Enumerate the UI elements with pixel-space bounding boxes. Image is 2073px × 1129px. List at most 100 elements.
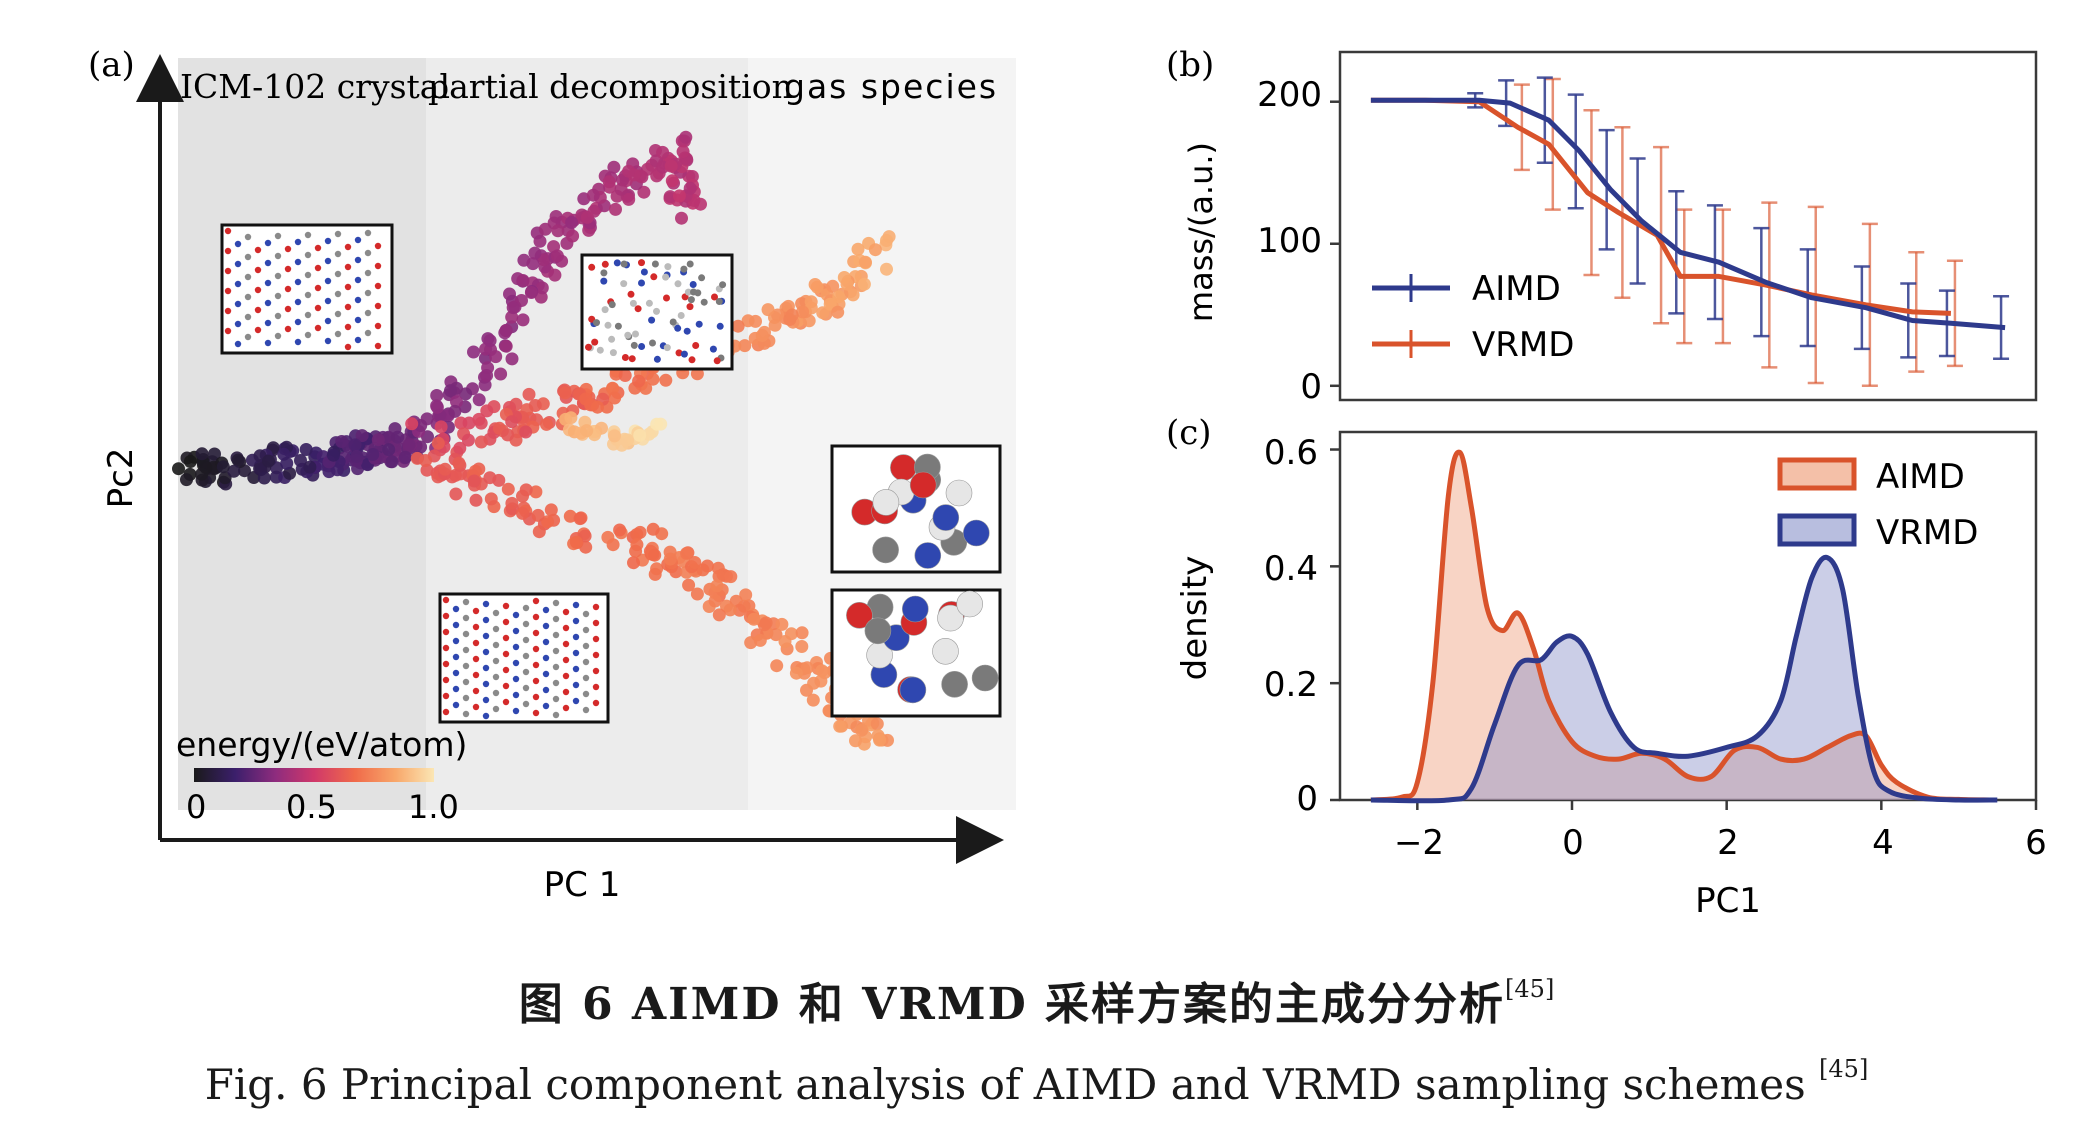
atom	[872, 489, 900, 516]
scatter-point	[551, 224, 565, 238]
scatter-point	[489, 350, 503, 364]
atom	[462, 614, 470, 622]
atom	[254, 286, 262, 294]
scatter-point	[569, 535, 583, 549]
atom	[512, 707, 520, 715]
atom	[588, 263, 596, 271]
scatter-point	[646, 522, 660, 536]
atom	[482, 712, 490, 720]
scatter-point	[637, 185, 651, 199]
inset-gas-bottom	[830, 588, 1002, 718]
scatter-point	[516, 506, 529, 520]
scatter-point	[710, 579, 724, 593]
atom	[324, 237, 332, 245]
scatter-point	[469, 493, 483, 507]
colorbar-title: energy/(eV/atom)	[176, 725, 467, 764]
atom	[634, 305, 642, 313]
scatter-point	[608, 429, 621, 443]
scatter-point	[712, 608, 726, 622]
scatter-point	[472, 393, 486, 407]
atom	[442, 708, 450, 716]
scatter-point	[665, 174, 679, 188]
atom	[274, 252, 282, 260]
atom	[552, 663, 560, 671]
atom	[334, 330, 342, 338]
scatter-point	[806, 693, 820, 707]
atom	[512, 627, 520, 635]
atom	[354, 236, 362, 244]
scatter-point	[633, 428, 647, 442]
scatter-point	[731, 319, 745, 333]
atom	[472, 703, 480, 711]
scatter-point	[550, 249, 564, 263]
atom	[304, 291, 312, 299]
atom	[713, 357, 721, 365]
panel-a: (a) ICM-102 crystal partial decompositio…	[88, 45, 1016, 905]
scatter-point	[627, 556, 640, 570]
scatter-point	[528, 399, 542, 412]
atom	[669, 318, 677, 326]
panel-c: (c) 0.6 0.4 0.2 0 −2 0 2 4 6 PC1 density…	[1166, 413, 2047, 921]
atom	[374, 302, 382, 310]
atom	[234, 340, 242, 348]
atom	[462, 598, 470, 606]
scatter-point	[741, 314, 755, 328]
scatter-point	[468, 464, 482, 478]
scatter-point	[789, 666, 803, 680]
scatter-point	[831, 305, 845, 319]
atom	[294, 258, 302, 266]
atom	[932, 637, 959, 665]
atom	[472, 655, 480, 663]
atom	[254, 306, 262, 314]
atom	[482, 616, 490, 624]
atom	[364, 289, 372, 297]
atom	[482, 680, 490, 688]
atom	[716, 322, 724, 330]
atom	[542, 654, 550, 662]
atom	[442, 692, 450, 700]
scatter-point	[484, 492, 498, 506]
atom	[452, 637, 460, 645]
atom	[462, 694, 470, 702]
atom	[532, 629, 540, 637]
atom	[600, 277, 608, 285]
scatter-point	[880, 262, 893, 276]
scatter-point	[870, 717, 884, 731]
atom	[244, 333, 252, 341]
atom	[492, 625, 500, 633]
region-label-partial: partial decomposition	[428, 67, 793, 106]
atom	[244, 253, 252, 261]
atom	[592, 683, 600, 691]
atom	[689, 281, 697, 288]
scatter-point	[280, 456, 294, 470]
scatter-point	[648, 548, 662, 562]
atom	[591, 338, 599, 346]
atom	[522, 684, 530, 692]
scatter-point	[724, 570, 738, 584]
atom	[264, 299, 272, 307]
atom	[608, 335, 616, 343]
scatter-point	[430, 399, 444, 413]
xtick-label-6: 6	[2025, 823, 2047, 863]
atom	[244, 233, 252, 241]
atom	[651, 260, 659, 268]
atom	[690, 288, 697, 296]
scatter-point	[519, 483, 533, 497]
atom	[462, 630, 470, 638]
atom	[899, 676, 927, 704]
atom	[562, 640, 570, 648]
scatter-point	[664, 159, 678, 173]
legend-c-aimd-swatch	[1777, 457, 1857, 491]
atom	[552, 679, 560, 687]
atom	[374, 242, 382, 250]
atom	[364, 269, 372, 277]
scatter-point	[231, 453, 245, 467]
atom	[638, 259, 645, 267]
atom	[234, 320, 242, 328]
atom	[492, 705, 500, 713]
scatter-point	[544, 503, 558, 517]
atom	[638, 343, 646, 350]
scatter-point	[467, 474, 481, 488]
atom	[294, 238, 302, 246]
scatter-point	[613, 523, 627, 537]
